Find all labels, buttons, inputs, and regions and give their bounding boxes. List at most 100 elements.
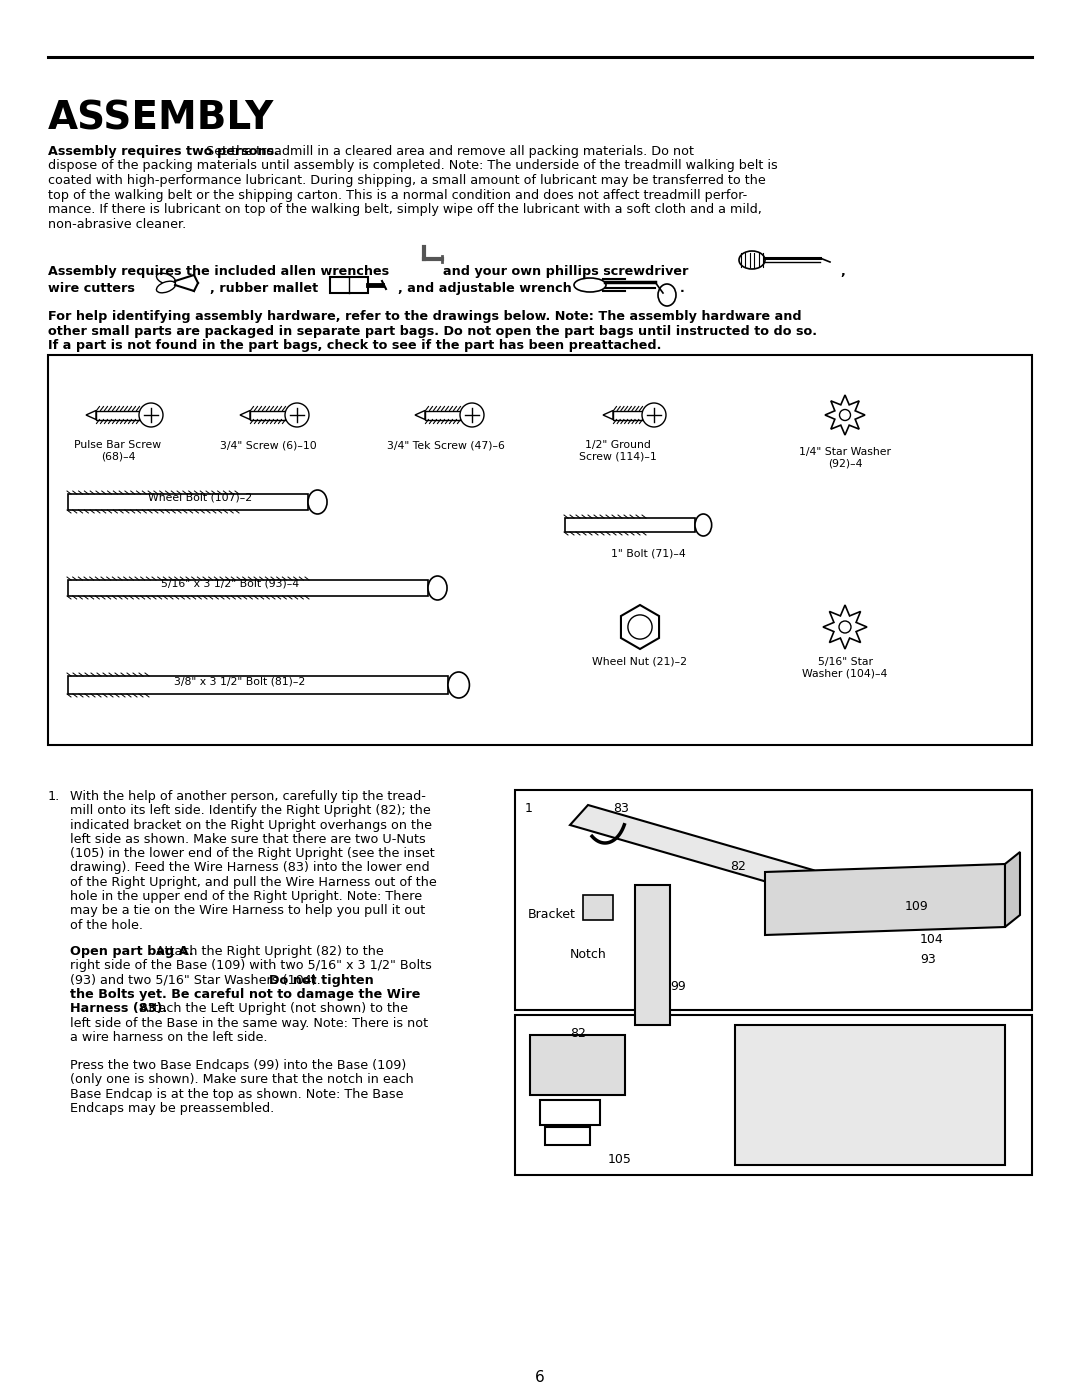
Text: ASSEMBLY: ASSEMBLY: [48, 101, 274, 138]
Bar: [330, 277, 368, 293]
Ellipse shape: [157, 274, 176, 285]
Text: Wheel Bolt (107)–2: Wheel Bolt (107)–2: [148, 493, 252, 503]
Text: Press the two Base Endcaps (99) into the Base (109): Press the two Base Endcaps (99) into the…: [70, 1059, 406, 1071]
Bar: [68, 495, 308, 510]
Text: 104: 104: [920, 933, 944, 946]
Text: dispose of the packing materials until assembly is completed. Note: The undersid: dispose of the packing materials until a…: [48, 159, 778, 172]
Text: of the hole.: of the hole.: [70, 919, 143, 932]
Text: 105: 105: [608, 1153, 632, 1166]
Text: 1/4" Star Washer
(92)–4: 1/4" Star Washer (92)–4: [799, 447, 891, 468]
Text: mill onto its left side. Identify the Right Upright (82); the: mill onto its left side. Identify the Ri…: [70, 805, 431, 817]
Circle shape: [139, 402, 163, 427]
Text: 6: 6: [535, 1370, 545, 1384]
Text: hole in the upper end of the Right Upright. Note: There: hole in the upper end of the Right Uprig…: [70, 890, 422, 902]
Text: and your own phillips screwdriver: and your own phillips screwdriver: [443, 265, 688, 278]
Circle shape: [460, 402, 484, 427]
Polygon shape: [1005, 852, 1020, 928]
Text: Pulse Bar Screw
(68)–4: Pulse Bar Screw (68)–4: [75, 440, 162, 461]
Circle shape: [285, 402, 309, 427]
Text: 99: 99: [670, 981, 686, 993]
Bar: [48, 355, 1032, 745]
Circle shape: [839, 409, 851, 420]
Polygon shape: [415, 411, 426, 419]
Text: 93: 93: [920, 953, 935, 965]
Ellipse shape: [428, 576, 447, 599]
Text: 1/2" Ground
Screw (114)–1: 1/2" Ground Screw (114)–1: [579, 440, 657, 461]
Text: indicated bracket on the Right Upright overhangs on the: indicated bracket on the Right Upright o…: [70, 819, 432, 831]
Circle shape: [839, 622, 851, 633]
Text: , rubber mallet: , rubber mallet: [210, 282, 319, 295]
Bar: [96, 411, 140, 419]
Ellipse shape: [157, 281, 176, 293]
Polygon shape: [765, 863, 1005, 935]
Text: other small parts are packaged in separate part bags. Do not open the part bags : other small parts are packaged in separa…: [48, 324, 816, 338]
Text: Attach the Right Upright (82) to the: Attach the Right Upright (82) to the: [152, 944, 383, 958]
Text: With the help of another person, carefully tip the tread-: With the help of another person, careful…: [70, 789, 426, 803]
Text: 3/4" Screw (6)–10: 3/4" Screw (6)–10: [219, 440, 316, 450]
Bar: [515, 789, 1032, 1010]
Text: Assembly requires two persons.: Assembly requires two persons.: [48, 145, 279, 158]
Polygon shape: [735, 1025, 1005, 1165]
Text: 1" Bolt (71)–4: 1" Bolt (71)–4: [610, 548, 686, 557]
Text: Open part bag A.: Open part bag A.: [70, 944, 193, 958]
Polygon shape: [603, 411, 613, 419]
Text: non-abrasive cleaner.: non-abrasive cleaner.: [48, 218, 186, 231]
Text: Base Endcap is at the top as shown. Note: The Base: Base Endcap is at the top as shown. Note…: [70, 1088, 404, 1101]
Text: 83: 83: [613, 802, 629, 814]
Bar: [545, 1127, 590, 1146]
Text: 82: 82: [730, 861, 746, 873]
Bar: [68, 676, 448, 694]
Ellipse shape: [696, 514, 712, 536]
Ellipse shape: [308, 490, 327, 514]
Text: left side of the Base in the same way. Note: There is not: left side of the Base in the same way. N…: [70, 1017, 428, 1030]
Ellipse shape: [658, 284, 676, 306]
Text: Harness (83).: Harness (83).: [70, 1002, 167, 1016]
Text: (93) and two 5/16" Star Washers (104).: (93) and two 5/16" Star Washers (104).: [70, 974, 325, 986]
Bar: [565, 518, 696, 532]
Text: of the Right Upright, and pull the Wire Harness out of the: of the Right Upright, and pull the Wire …: [70, 876, 436, 888]
Bar: [515, 1016, 1032, 1175]
Bar: [530, 1035, 625, 1095]
Text: Wheel Nut (21)–2: Wheel Nut (21)–2: [593, 657, 688, 666]
Text: ,: ,: [840, 265, 845, 278]
Ellipse shape: [739, 251, 765, 270]
Text: Do not tighten: Do not tighten: [269, 974, 374, 986]
Bar: [426, 411, 461, 419]
Text: wire cutters: wire cutters: [48, 282, 135, 295]
Text: Notch: Notch: [570, 949, 607, 961]
Text: Attach the Left Upright (not shown) to the: Attach the Left Upright (not shown) to t…: [136, 1002, 408, 1016]
Text: (105) in the lower end of the Right Upright (see the inset: (105) in the lower end of the Right Upri…: [70, 847, 435, 861]
Bar: [635, 886, 670, 1025]
Text: Assembly requires the included allen wrenches: Assembly requires the included allen wre…: [48, 265, 389, 278]
Text: If a part is not found in the part bags, check to see if the part has been preat: If a part is not found in the part bags,…: [48, 339, 661, 352]
Polygon shape: [570, 805, 813, 890]
Text: 5/16" Star
Washer (104)–4: 5/16" Star Washer (104)–4: [802, 657, 888, 679]
Text: the Bolts yet. Be careful not to damage the Wire: the Bolts yet. Be careful not to damage …: [70, 988, 420, 1000]
Text: drawing). Feed the Wire Harness (83) into the lower end: drawing). Feed the Wire Harness (83) int…: [70, 862, 430, 875]
Text: (only one is shown). Make sure that the notch in each: (only one is shown). Make sure that the …: [70, 1073, 414, 1087]
Text: mance. If there is lubricant on top of the walking belt, simply wipe off the lub: mance. If there is lubricant on top of t…: [48, 203, 761, 217]
Polygon shape: [825, 395, 865, 434]
Polygon shape: [823, 605, 867, 650]
Circle shape: [627, 615, 652, 638]
Polygon shape: [621, 605, 659, 650]
Text: right side of the Base (109) with two 5/16" x 3 1/2" Bolts: right side of the Base (109) with two 5/…: [70, 960, 432, 972]
Text: left side as shown. Make sure that there are two U-Nuts: left side as shown. Make sure that there…: [70, 833, 426, 847]
Ellipse shape: [573, 278, 606, 292]
Text: 109: 109: [905, 900, 929, 914]
Bar: [249, 411, 286, 419]
Ellipse shape: [448, 672, 470, 698]
Text: 3/8" x 3 1/2" Bolt (81)–2: 3/8" x 3 1/2" Bolt (81)–2: [174, 676, 306, 686]
Text: may be a tie on the Wire Harness to help you pull it out: may be a tie on the Wire Harness to help…: [70, 904, 426, 918]
Text: Endcaps may be preassembled.: Endcaps may be preassembled.: [70, 1102, 274, 1115]
Text: , and adjustable wrench: , and adjustable wrench: [399, 282, 571, 295]
Polygon shape: [240, 411, 249, 419]
Text: Bracket: Bracket: [528, 908, 576, 921]
Text: 82: 82: [570, 1027, 585, 1039]
Text: top of the walking belt or the shipping carton. This is a normal condition and d: top of the walking belt or the shipping …: [48, 189, 747, 201]
Text: 5/16" x 3 1/2" Bolt (93)–4: 5/16" x 3 1/2" Bolt (93)–4: [161, 578, 299, 590]
Text: Set the treadmill in a cleared area and remove all packing materials. Do not: Set the treadmill in a cleared area and …: [203, 145, 694, 158]
Text: 3/4" Tek Screw (47)–6: 3/4" Tek Screw (47)–6: [387, 440, 505, 450]
Text: a wire harness on the left side.: a wire harness on the left side.: [70, 1031, 268, 1044]
Text: 1: 1: [525, 802, 532, 814]
